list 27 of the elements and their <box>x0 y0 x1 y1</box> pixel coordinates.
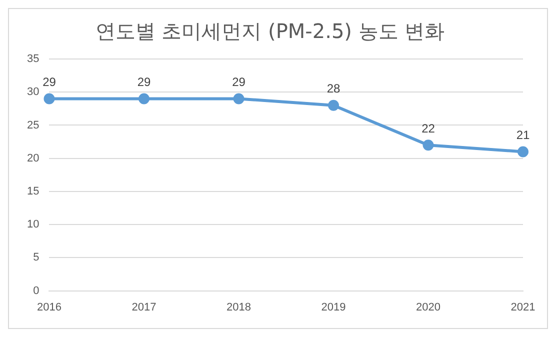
y-tick-label: 20 <box>26 152 40 164</box>
x-tick-label: 2016 <box>36 301 62 314</box>
y-tick-label: 25 <box>26 119 40 132</box>
x-tick-label: 2017 <box>132 301 156 314</box>
y-tick-label: 5 <box>33 252 40 264</box>
point <box>138 93 150 104</box>
y-tick-label: 15 <box>26 185 40 198</box>
data-label: 29 <box>232 75 246 90</box>
point <box>518 146 528 158</box>
chart-title: 연도별 초미세먼지 (PM-2.5) 농도 변화 <box>95 19 445 44</box>
x-tick-label: 2019 <box>321 301 346 314</box>
point <box>422 140 434 151</box>
point <box>328 100 339 111</box>
y-tick-label: 10 <box>26 218 40 231</box>
data-label: 29 <box>42 75 56 90</box>
data-label: 28 <box>326 82 340 96</box>
data-label: 29 <box>137 75 151 90</box>
y-tick-label: 30 <box>26 86 40 98</box>
point <box>44 93 55 104</box>
data-label: 22 <box>422 121 436 136</box>
data-label: 21 <box>516 128 530 142</box>
x-tick-label: 2020 <box>416 301 440 314</box>
y-tick-label: 0 <box>33 284 40 297</box>
point <box>233 93 244 104</box>
y-tick-label: 35 <box>26 53 40 66</box>
x-tick-label: 2021 <box>510 301 536 314</box>
x-tick-label: 2018 <box>226 301 251 314</box>
